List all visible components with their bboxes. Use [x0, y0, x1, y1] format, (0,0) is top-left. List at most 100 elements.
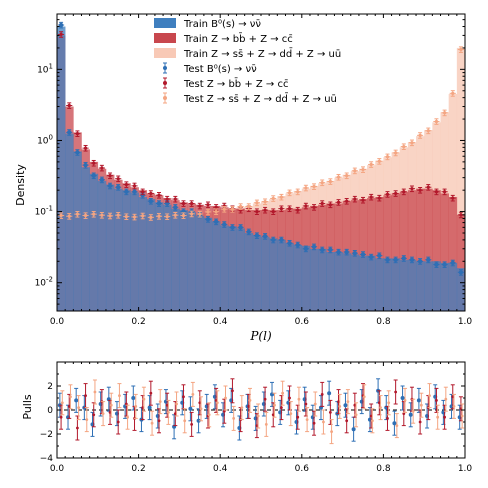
train-bar-0-28 — [285, 243, 294, 311]
test-point-0-1 — [67, 130, 72, 135]
test-point-2-21 — [230, 207, 235, 211]
test-point-0-3 — [83, 162, 88, 168]
pull-point-1-17 — [198, 401, 202, 405]
test-point-1-19 — [214, 205, 218, 209]
train-bar-0-6 — [105, 184, 115, 311]
train-bar-0-20 — [220, 225, 229, 311]
test-point-1-17 — [198, 204, 202, 208]
pull-point-2-8 — [126, 415, 129, 419]
test-point-0-48 — [450, 260, 455, 266]
pull-point-2-26 — [273, 403, 276, 407]
test-point-1-30 — [304, 204, 308, 208]
pull-point-2-33 — [330, 430, 333, 433]
test-point-1-33 — [328, 203, 332, 207]
x-axis-label: P(l) — [249, 329, 272, 343]
test-point-1-8 — [124, 182, 128, 187]
pull-point-2-0 — [60, 401, 64, 405]
test-point-1-34 — [336, 200, 341, 204]
test-point-1-4 — [92, 161, 96, 165]
train-bar-0-47 — [440, 262, 449, 311]
test-point-1-43 — [410, 187, 414, 191]
pull-point-2-39 — [379, 406, 382, 409]
legend-label-4: Test Z → bb̄ + Z → cc̄ — [183, 77, 288, 90]
pull-point-1-38 — [369, 414, 373, 418]
test-point-0-35 — [344, 249, 349, 255]
density-panel — [57, 21, 466, 312]
x-tick-label: 0.4 — [213, 317, 228, 327]
test-point-1-15 — [181, 201, 186, 206]
test-point-1-45 — [426, 185, 430, 189]
pull-point-2-23 — [248, 399, 252, 402]
test-point-0-41 — [393, 257, 398, 262]
test-point-1-5 — [100, 166, 104, 170]
test-point-0-44 — [417, 259, 423, 264]
test-point-1-27 — [279, 207, 283, 211]
pull-point-2-24 — [256, 414, 260, 418]
pull-point-1-29 — [296, 415, 300, 419]
test-point-1-39 — [377, 196, 381, 200]
pull-point-1-15 — [182, 395, 185, 399]
pull-point-1-34 — [337, 400, 340, 403]
test-point-2-26 — [271, 196, 275, 201]
test-point-0-21 — [230, 225, 235, 230]
y-axis-label-pulls: Pulls — [21, 394, 34, 420]
test-point-0-11 — [148, 198, 154, 204]
train-bar-0-9 — [130, 192, 139, 311]
test-point-0-19 — [213, 219, 219, 224]
train-bar-0-15 — [179, 210, 188, 311]
train-bar-0-34 — [334, 252, 343, 311]
train-bar-0-5 — [97, 180, 107, 311]
train-bar-0-33 — [326, 252, 335, 311]
test-point-0-28 — [287, 240, 292, 246]
train-bar-0-35 — [342, 253, 352, 311]
pull-point-2-3 — [85, 418, 89, 421]
pull-point-0-35 — [343, 403, 348, 408]
test-point-2-37 — [361, 167, 365, 172]
pull-point-1-12 — [157, 419, 161, 423]
pull-point-2-37 — [362, 395, 366, 399]
train-bar-0-1 — [65, 133, 74, 311]
pull-point-2-13 — [166, 411, 170, 414]
train-bar-0-39 — [375, 258, 384, 311]
test-point-1-7 — [116, 177, 120, 181]
test-point-2-46 — [434, 119, 439, 124]
test-point-2-31 — [312, 184, 316, 189]
train-bar-0-19 — [212, 221, 221, 311]
pull-point-2-47 — [444, 397, 448, 401]
test-point-1-26 — [271, 209, 275, 214]
test-point-2-12 — [157, 214, 161, 218]
train-bar-0-46 — [432, 261, 441, 311]
pull-y-tick-label: −2 — [40, 430, 53, 440]
y-tick-label: 100 — [37, 133, 53, 146]
train-bar-0-17 — [195, 215, 205, 311]
pull-point-1-42 — [402, 412, 406, 415]
test-point-2-30 — [304, 186, 308, 190]
train-bar-0-36 — [350, 254, 360, 311]
pull-point-2-46 — [436, 415, 440, 419]
test-point-2-9 — [132, 215, 137, 219]
train-bar-0-24 — [252, 234, 262, 311]
pull-point-2-11 — [150, 421, 154, 425]
test-point-1-46 — [434, 190, 439, 194]
pull-point-2-44 — [419, 403, 423, 407]
pull-point-2-10 — [142, 397, 146, 401]
train-bar-1-45 — [424, 188, 433, 311]
legend-label-0: Train B⁰(s) → νν̄ — [183, 19, 261, 30]
test-point-1-25 — [263, 208, 267, 212]
test-point-2-4 — [92, 212, 96, 216]
pull-point-1-3 — [84, 394, 87, 397]
pull-x-tick-label: 0.4 — [213, 464, 228, 474]
pull-point-2-21 — [232, 417, 236, 420]
test-point-0-9 — [132, 189, 137, 194]
train-bar-0-26 — [269, 238, 278, 311]
pull-point-0-42 — [400, 396, 405, 400]
pull-y-tick-label: −4 — [40, 454, 54, 464]
train-bar-0-41 — [391, 258, 401, 311]
test-point-0-18 — [205, 217, 211, 222]
test-point-2-28 — [287, 191, 292, 195]
test-point-2-11 — [149, 215, 153, 219]
pull-point-1-14 — [173, 412, 177, 415]
legend-swatch-2 — [154, 48, 176, 58]
x-tick-label: 1.0 — [458, 317, 473, 327]
pull-point-2-40 — [387, 401, 391, 405]
